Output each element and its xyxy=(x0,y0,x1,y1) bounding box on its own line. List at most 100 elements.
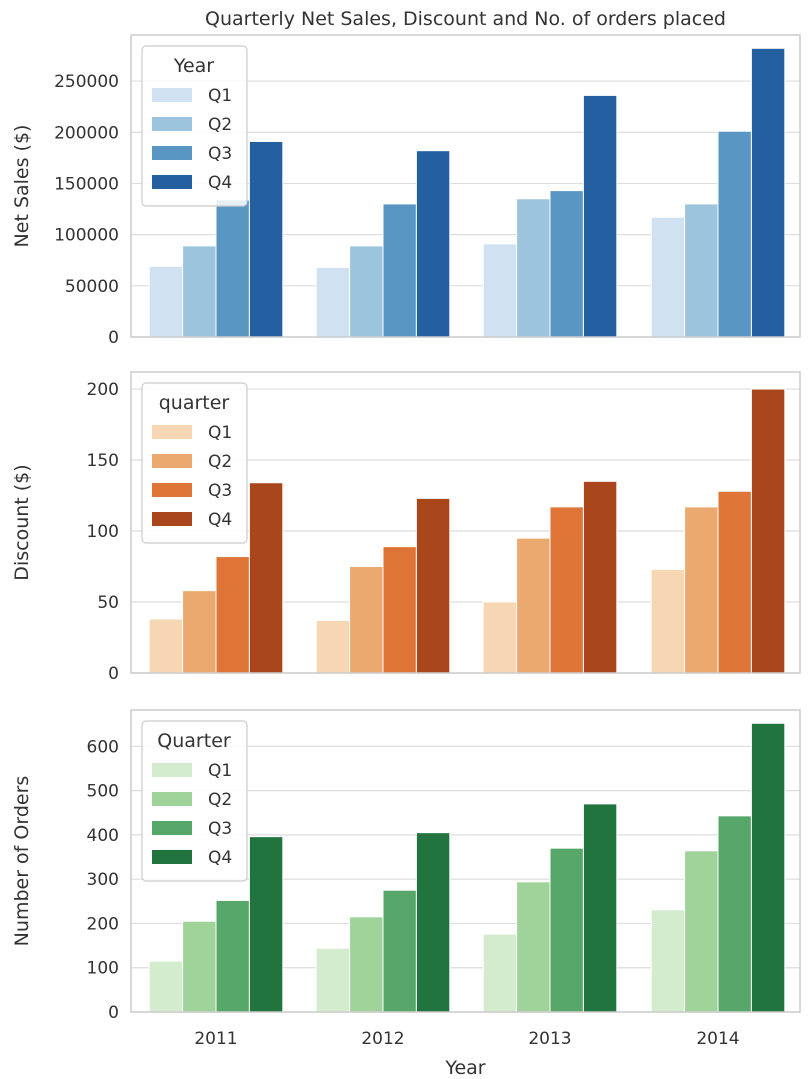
bar-2014-q2 xyxy=(684,850,719,1013)
legend-title: quarter xyxy=(159,392,230,414)
panel-1: 0 50000 100000 150000 200000 250000 Net Sales … xyxy=(11,8,801,348)
bar-2012-q3 xyxy=(382,546,417,674)
y-tick-label: 200 xyxy=(87,914,119,934)
bar-2013-q2 xyxy=(516,198,551,338)
bar-2011-q1 xyxy=(148,618,184,674)
bar-2014-q4 xyxy=(750,388,786,674)
bar-2014-q4 xyxy=(750,722,786,1013)
bar-2014-q2 xyxy=(684,203,719,338)
legend-swatch-q1 xyxy=(152,763,192,777)
legend-label-q3: Q3 xyxy=(208,819,232,839)
x-axis-label: Year xyxy=(444,1057,485,1079)
legend-swatch-q1 xyxy=(152,425,192,439)
y-axis-label: Discount ($) xyxy=(11,464,33,580)
bar-2013-q3 xyxy=(549,847,584,1013)
bar-2011-q4 xyxy=(248,482,284,674)
y-tick-label: 400 xyxy=(87,826,119,846)
legend-label-q3: Q3 xyxy=(208,144,232,164)
bar-2012-q1 xyxy=(315,619,351,674)
bar-2013-q1 xyxy=(482,933,518,1013)
bar-2012-q2 xyxy=(349,566,384,674)
chart-title: Quarterly Net Sales, Discount and No. of… xyxy=(205,8,726,30)
bar-2013-q1 xyxy=(482,243,518,338)
panel-3: 0 100 200 300 400 500 600 Number of Orders 2011 2… xyxy=(11,709,801,1079)
plot-frame xyxy=(130,709,801,1013)
bar-2013-q2 xyxy=(516,537,551,674)
bar-2014-q4 xyxy=(750,47,786,338)
y-tick-label: 200 xyxy=(87,380,119,400)
legend-swatch-q3 xyxy=(152,821,192,835)
bar-2013-q1 xyxy=(482,601,518,674)
bar-2011-q2 xyxy=(182,590,217,674)
y-tick-label: 150 xyxy=(87,451,119,471)
legend-title: Year xyxy=(173,55,214,77)
bar-2014-q1 xyxy=(650,216,686,338)
legend-box xyxy=(141,382,248,544)
y-tick-label: 100 xyxy=(87,959,119,979)
legend: Year Q1 Q2 Q3 Q4 xyxy=(141,45,248,207)
bar-2012-q1 xyxy=(315,947,351,1013)
bar-2013-q4 xyxy=(582,803,618,1013)
bar-2012-q3 xyxy=(382,889,417,1013)
y-tick-label: 300 xyxy=(87,870,119,890)
bar-2014-q3 xyxy=(717,130,752,338)
y-tick-label: 0 xyxy=(108,328,119,348)
legend-label-q2: Q2 xyxy=(208,790,232,810)
bar-2013-q3 xyxy=(549,506,584,674)
legend-label-q4: Q4 xyxy=(208,510,232,530)
bar-2013-q4 xyxy=(582,480,618,674)
bar-2011-q2 xyxy=(182,245,217,338)
bar-2014-q3 xyxy=(717,815,752,1013)
y-axis-label: Number of Orders xyxy=(11,776,33,947)
legend-swatch-q4 xyxy=(152,175,192,189)
bar-2014-q2 xyxy=(684,506,719,674)
panel-2: 0 50 100 150 200 Discount ($) quarter Q1 Q2 Q3 Q4 xyxy=(11,371,801,684)
y-tick-label: 600 xyxy=(87,737,119,757)
y-tick-label: 0 xyxy=(108,1003,119,1023)
legend-label-q1: Q1 xyxy=(208,761,232,781)
bar-2011-q3 xyxy=(215,899,250,1013)
x-tick-label: 2011 xyxy=(194,1029,237,1049)
bar-2012-q3 xyxy=(382,203,417,338)
bar-2011-q1 xyxy=(148,265,184,338)
x-tick-label: 2014 xyxy=(696,1029,739,1049)
bar-2012-q2 xyxy=(349,916,384,1013)
legend-label-q3: Q3 xyxy=(208,481,232,501)
legend-label-q4: Q4 xyxy=(208,848,232,868)
legend-swatch-q4 xyxy=(152,850,192,864)
legend-label-q2: Q2 xyxy=(208,115,232,135)
bar-2011-q4 xyxy=(248,140,284,338)
y-tick-label: 100 xyxy=(87,522,119,542)
bar-2011-q1 xyxy=(148,960,184,1013)
y-tick-label: 100000 xyxy=(54,226,119,246)
y-axis-label: Net Sales ($) xyxy=(11,125,33,248)
bar-2011-q4 xyxy=(248,836,284,1013)
legend-swatch-q2 xyxy=(152,792,192,806)
legend-label-q2: Q2 xyxy=(208,452,232,472)
bar-2012-q1 xyxy=(315,266,351,338)
legend-title: Quarter xyxy=(157,730,231,752)
bar-2011-q2 xyxy=(182,920,217,1013)
legend-swatch-q1 xyxy=(152,88,192,102)
bar-2012-q4 xyxy=(415,832,451,1013)
plot-frame xyxy=(130,371,801,674)
bar-2011-q3 xyxy=(215,556,250,674)
legend: quarter Q1 Q2 Q3 Q4 xyxy=(141,382,248,544)
legend-label-q4: Q4 xyxy=(208,173,232,193)
y-tick-label: 250000 xyxy=(54,72,119,92)
legend-box xyxy=(141,45,248,207)
y-tick-label: 50000 xyxy=(65,277,119,297)
bar-2013-q2 xyxy=(516,881,551,1013)
y-tick-label: 0 xyxy=(108,664,119,684)
bar-2014-q1 xyxy=(650,909,686,1013)
bar-2013-q3 xyxy=(549,190,584,338)
y-tick-label: 500 xyxy=(87,782,119,802)
bar-2014-q3 xyxy=(717,490,752,674)
bar-2014-q1 xyxy=(650,568,686,674)
x-tick-label: 2012 xyxy=(361,1029,404,1049)
legend-label-q1: Q1 xyxy=(208,86,232,106)
plot-frame xyxy=(130,34,801,338)
y-tick-label: 200000 xyxy=(54,123,119,143)
bar-2012-q4 xyxy=(415,497,451,674)
legend-swatch-q2 xyxy=(152,454,192,468)
